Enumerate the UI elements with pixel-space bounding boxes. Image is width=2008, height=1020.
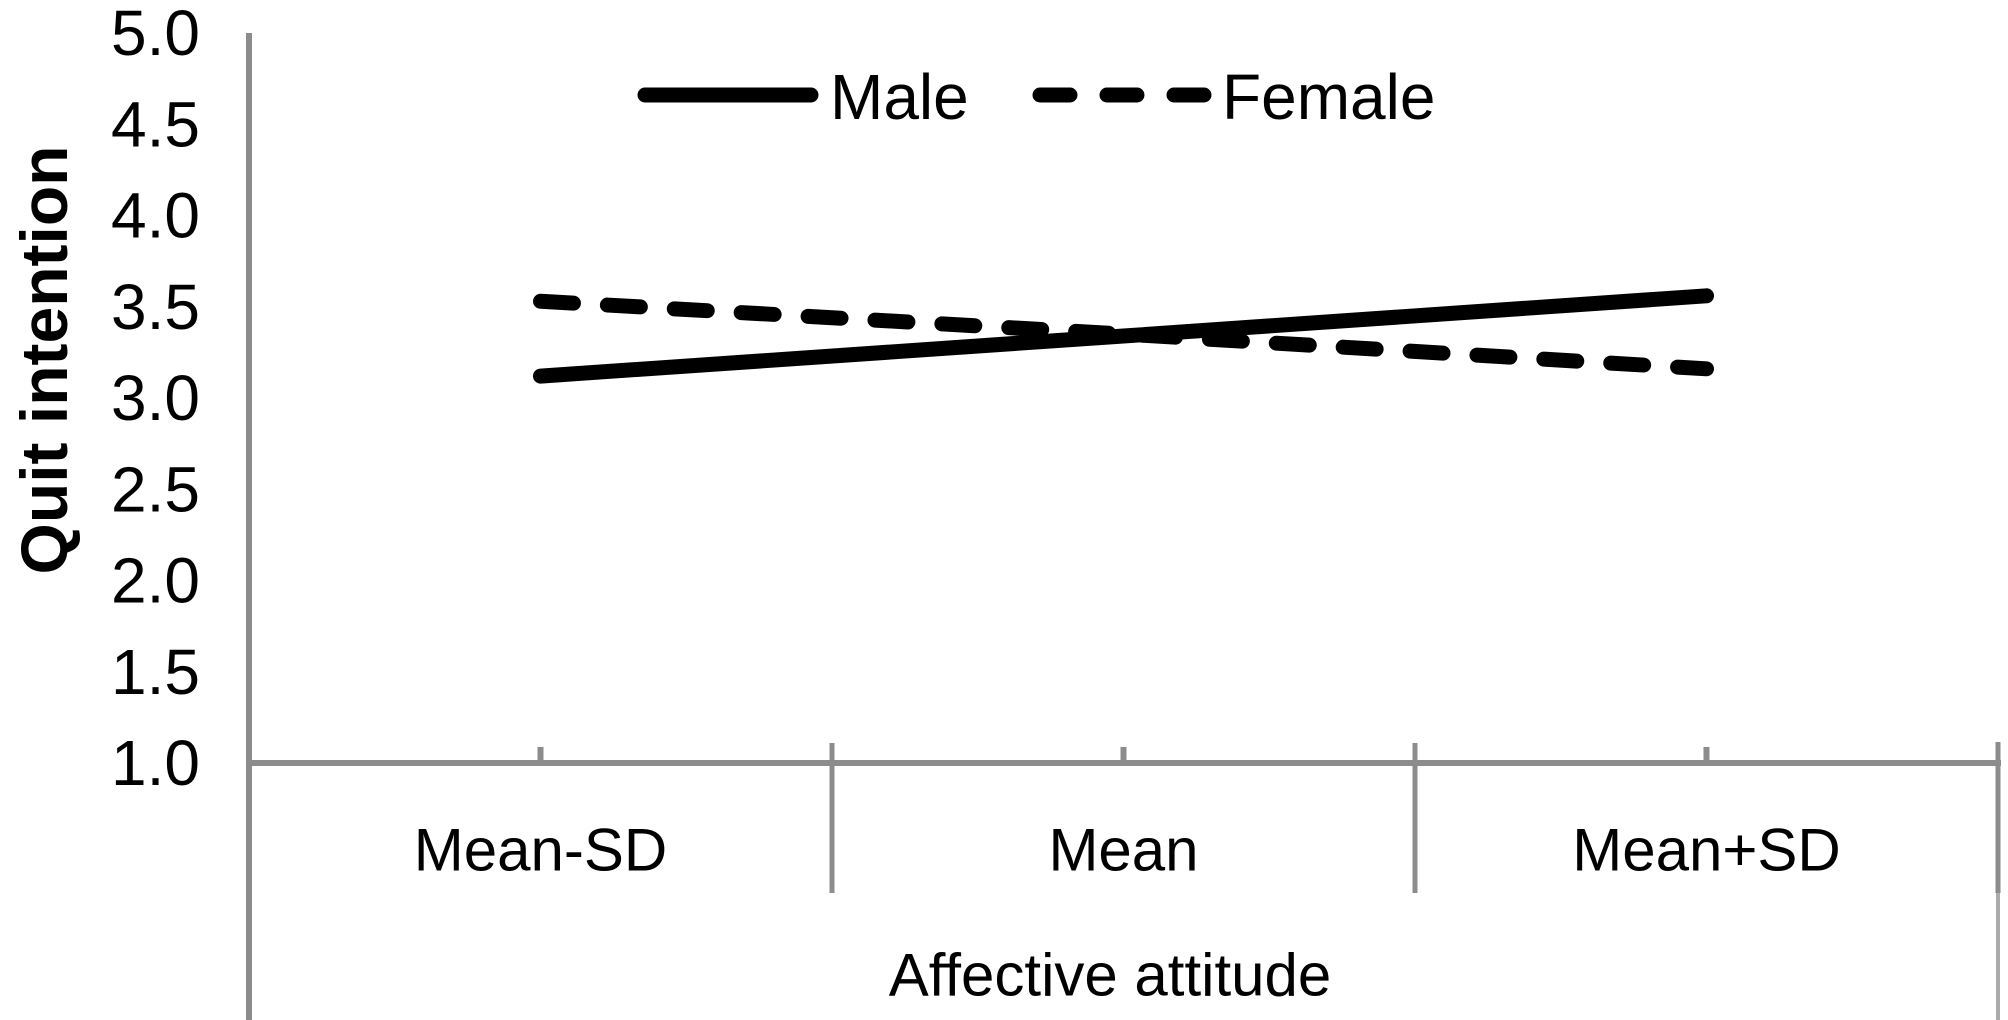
x-axis-title: Affective attitude bbox=[889, 942, 1332, 1009]
y-tick-label: 4.0 bbox=[111, 180, 200, 252]
plot-series bbox=[533, 288, 1714, 384]
y-tick-label: 4.5 bbox=[111, 88, 200, 160]
x-category-label: Mean+SD bbox=[1572, 817, 1840, 884]
axes bbox=[246, 33, 2001, 1020]
series-line-male bbox=[533, 288, 1714, 384]
x-category-label: Mean bbox=[1048, 817, 1198, 884]
x-axis-category-labels: Mean-SD Mean Mean+SD bbox=[414, 817, 1841, 884]
y-tick-label: 5.0 bbox=[111, 0, 200, 69]
y-tick-label: 2.5 bbox=[111, 453, 200, 525]
x-category-label: Mean-SD bbox=[414, 817, 667, 884]
y-tick-label: 3.5 bbox=[111, 271, 200, 343]
y-tick-label: 2.0 bbox=[111, 545, 200, 617]
y-tick-label: 1.5 bbox=[111, 636, 200, 708]
y-tick-label: 1.0 bbox=[111, 727, 200, 799]
legend-female-label: Female bbox=[1222, 61, 1435, 133]
legend-male-label: Male bbox=[830, 61, 969, 133]
series-line-female bbox=[533, 293, 1714, 377]
y-axis-title: Quit intention bbox=[7, 146, 81, 575]
y-tick-label: 3.0 bbox=[111, 362, 200, 434]
y-axis-tick-labels: 5.0 4.5 4.0 3.5 3.0 2.5 2.0 1.5 1.0 bbox=[111, 0, 200, 799]
legend: Male Female bbox=[637, 61, 1435, 133]
